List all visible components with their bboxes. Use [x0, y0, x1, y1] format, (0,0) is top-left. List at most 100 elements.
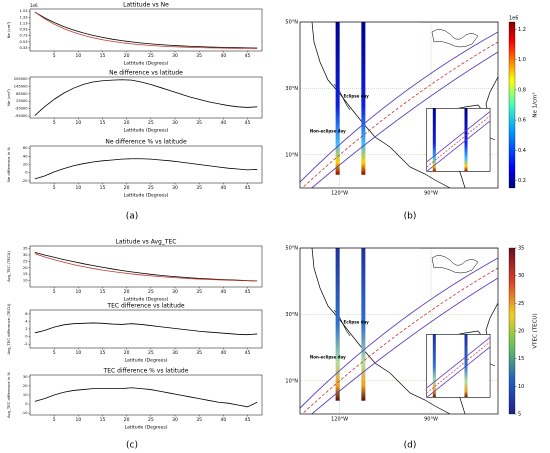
x-tick-label: 45 [245, 289, 251, 295]
inset-track [432, 108, 436, 172]
axis-offset: 1e6 [30, 3, 38, 8]
x-tick-label: 20 [124, 120, 130, 126]
y-axis-label: Ne (cm³) [6, 89, 11, 106]
y-tick-label: 0.73 [19, 34, 27, 38]
y-tick-label: 10 [23, 393, 28, 397]
x-tick-label: 20 [124, 53, 130, 59]
lon-label: 120°W [331, 191, 348, 197]
colorbar [508, 247, 516, 415]
colorbar-tick-label: 0.6 [518, 118, 526, 124]
x-tick-label: 20 [124, 185, 130, 191]
y-tick-label: 25 [23, 259, 28, 263]
x-tick-label: 45 [245, 185, 251, 191]
x-tick-label: 40 [220, 417, 226, 423]
x-tick-label: 35 [196, 289, 202, 295]
lon-label: 120°W [331, 417, 348, 423]
y-axis-label: Avg_TEC difference in % [6, 372, 11, 418]
x-tick-label: 30 [172, 289, 178, 295]
satellite-track [335, 22, 340, 175]
colorbar-tick-label: 1.0 [518, 57, 526, 63]
y-tick-label: -2 [24, 342, 28, 346]
x-tick-label: 40 [220, 289, 226, 295]
colorbar-offset: 1e6 [509, 16, 518, 22]
x-tick-label: 10 [75, 120, 81, 126]
x-tick-label: 40 [220, 185, 226, 191]
data-line [34, 11, 258, 49]
panel-label: (b) [404, 212, 417, 222]
lat-label: 10°N [285, 378, 298, 384]
y-tick-label: 0.53 [19, 40, 27, 44]
inset-track [432, 334, 436, 398]
colorbar-tick-label: 35 [518, 246, 524, 252]
x-tick-label: 35 [196, 185, 202, 191]
y-tick-label: 0 [25, 335, 28, 339]
colorbar-tick-label: 5 [518, 412, 521, 418]
x-axis-label: Latitude (Degrees) [124, 425, 167, 431]
plot-frame [29, 145, 263, 184]
annotation: Non-eclipse day [310, 129, 346, 134]
x-tick-label: 40 [220, 120, 226, 126]
x-axis-label: Lattitude (Degrees) [124, 297, 169, 303]
x-tick-label: 5 [53, 417, 56, 423]
colorbar-tick-label: 15 [518, 356, 524, 362]
x-tick-label: 5 [53, 53, 56, 59]
data-line [34, 79, 258, 116]
lat-label: 30°N [285, 86, 298, 92]
x-axis-label: Lattitude (Degrees) [124, 193, 169, 199]
colorbar-label: Ne 1/cm³ [532, 92, 539, 117]
colorbar-tick-label: 25 [518, 301, 524, 307]
satellite-track [361, 248, 366, 401]
x-tick-label: 15 [100, 350, 106, 356]
satellite-track [335, 248, 340, 401]
x-tick-label: 15 [100, 417, 106, 423]
y-tick-label: 30 [23, 253, 28, 257]
y-tick-label: 1.33 [19, 15, 27, 19]
y-axis-label: Ne (cm³) [6, 21, 11, 38]
x-tick-label: 45 [245, 350, 251, 356]
y-tick-label: 205000 [14, 77, 28, 81]
annotation: Non-eclipse day [310, 355, 346, 360]
lon-label: 90°W [424, 417, 438, 423]
x-tick-label: 40 [220, 350, 226, 356]
colorbar-tick-label: 30 [518, 273, 524, 279]
colorbar-tick-label: 0.4 [518, 148, 526, 154]
y-tick-label: 1.13 [19, 21, 27, 25]
colorbar-tick-label: 0.2 [518, 178, 526, 184]
plot-frame [29, 374, 263, 416]
satellite-track [361, 22, 366, 175]
plot-frame [29, 245, 263, 288]
x-tick-label: 10 [75, 53, 81, 59]
map-frame [299, 247, 499, 415]
x-tick-label: 15 [100, 53, 106, 59]
x-tick-label: 45 [245, 53, 251, 59]
y-axis-label: Avg_TEC difference (TECU) [6, 303, 11, 354]
x-tick-label: 10 [75, 289, 81, 295]
y-tick-label: 30 [23, 375, 28, 379]
data-line [34, 322, 258, 336]
panel-label: (c) [126, 441, 138, 451]
colorbar [508, 21, 516, 189]
x-axis-label: Lattitude (Degrees) [124, 128, 169, 134]
y-tick-label: 0.93 [19, 28, 27, 32]
x-tick-label: 30 [172, 350, 178, 356]
x-tick-label: 20 [124, 417, 130, 423]
colorbar-tick-label: 0.8 [518, 87, 526, 93]
y-tick-label: 40 [23, 154, 28, 158]
inset-center [426, 341, 491, 394]
lat-label: 30°N [285, 312, 298, 318]
x-tick-label: 40 [220, 53, 226, 59]
y-tick-label: 145000 [14, 84, 28, 88]
x-tick-label: 5 [53, 350, 56, 356]
x-tick-label: 45 [245, 417, 251, 423]
map-frame [299, 21, 499, 189]
x-tick-label: 30 [172, 53, 178, 59]
colorbar-label: VTEC (TECU) [533, 313, 539, 348]
data-line [34, 11, 258, 49]
lat-label: 50°N [285, 246, 298, 252]
x-tick-label: 35 [196, 417, 202, 423]
x-tick-label: 5 [53, 185, 56, 191]
x-tick-label: 15 [100, 185, 106, 191]
y-tick-label: 1.53 [19, 9, 27, 13]
chart-title: Latitude vs Avg_TEC [116, 239, 177, 246]
